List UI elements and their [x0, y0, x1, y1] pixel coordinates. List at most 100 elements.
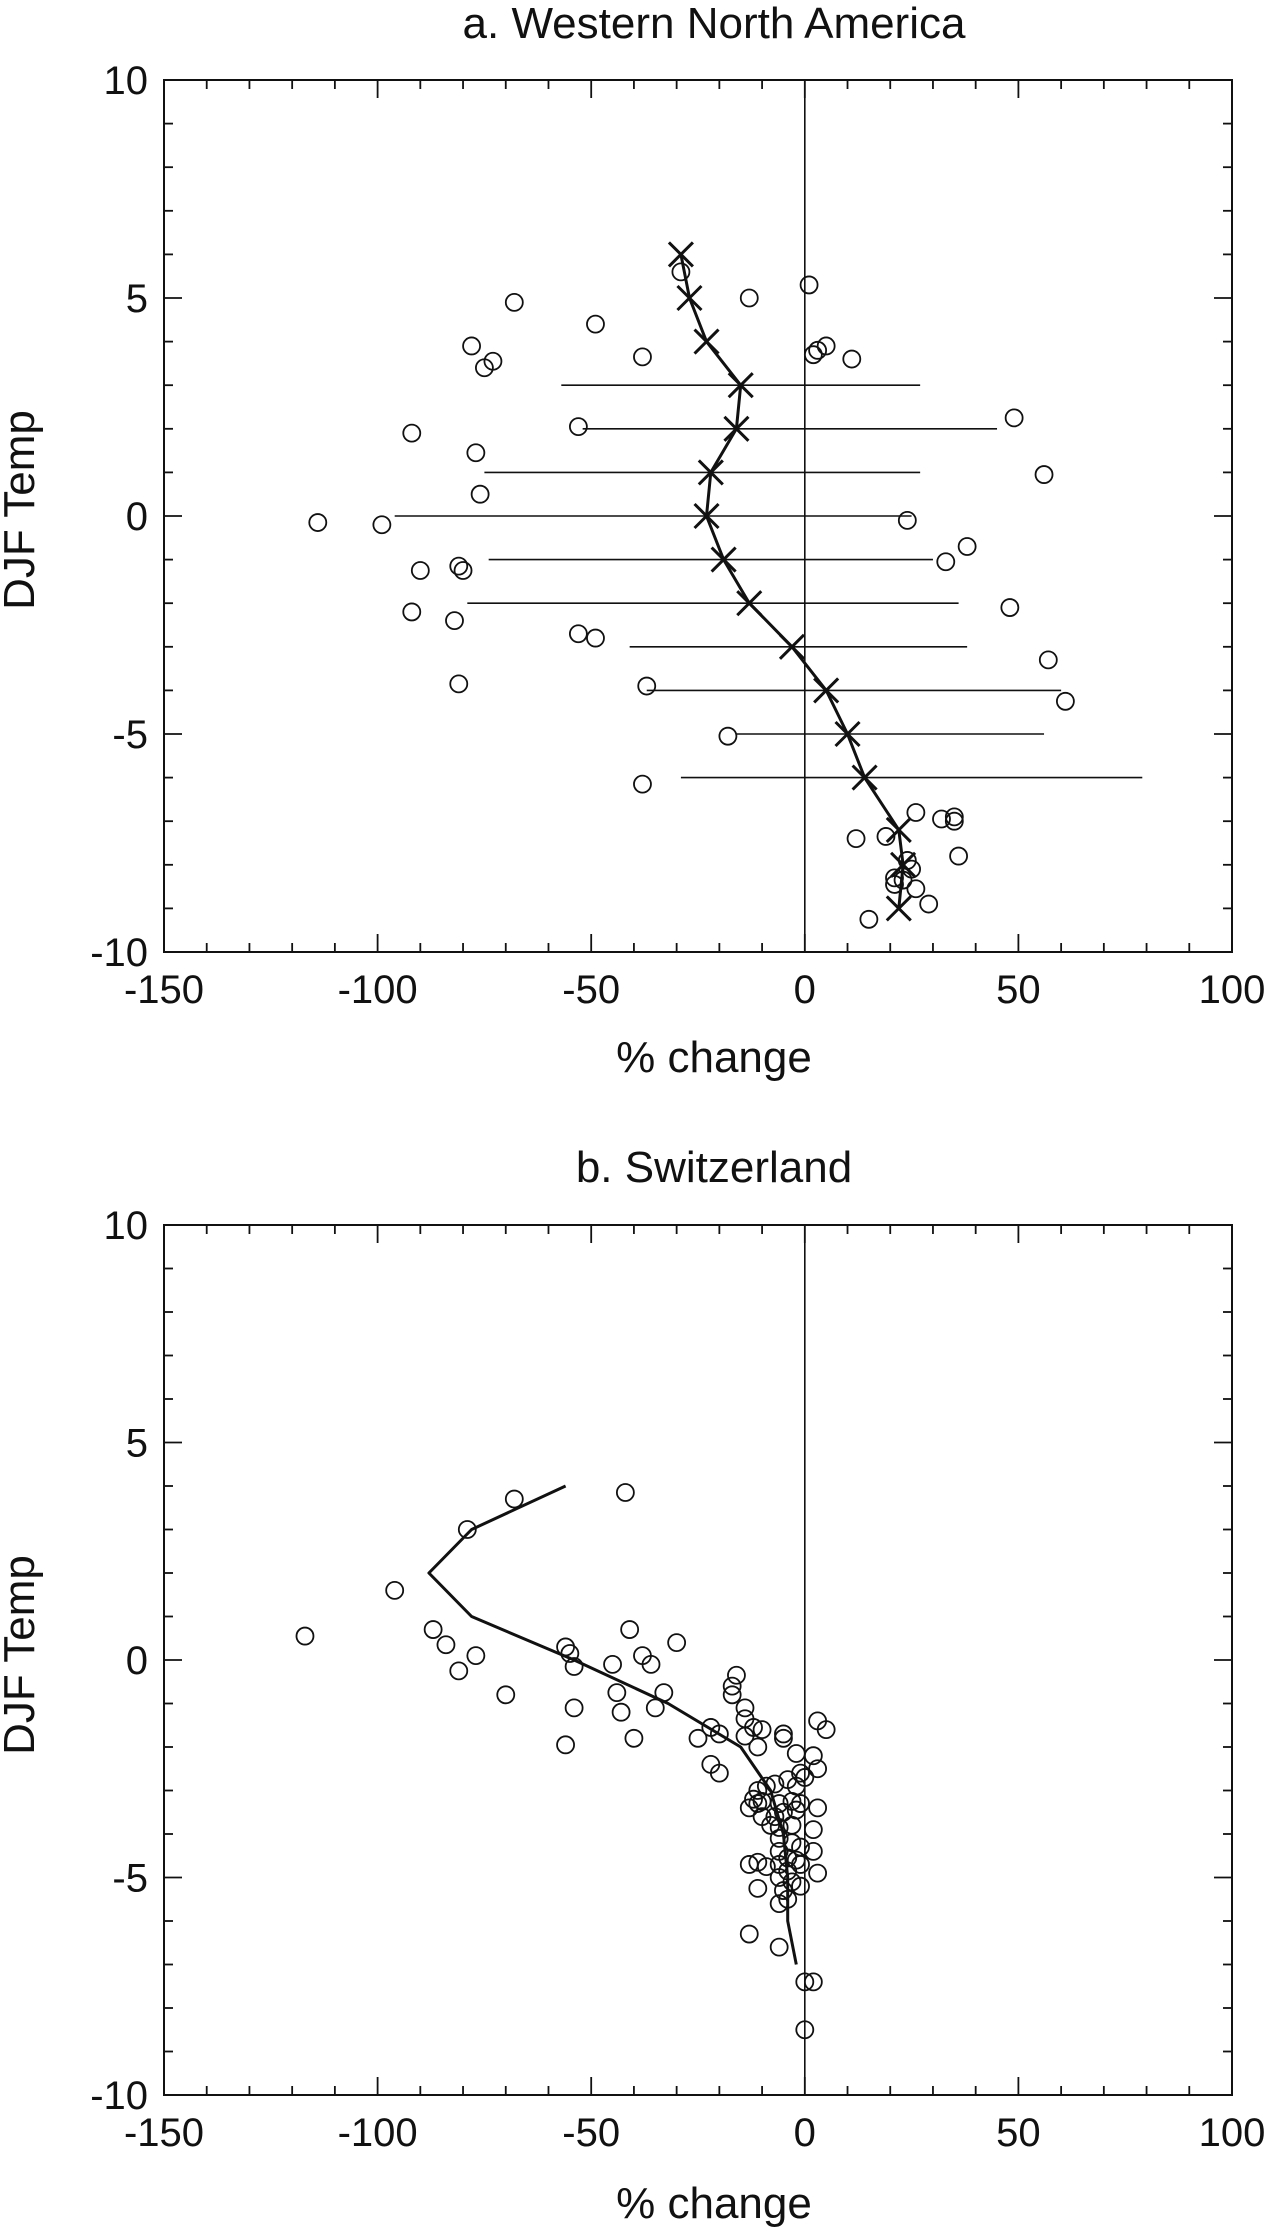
x-tick-label: -100 — [338, 2111, 418, 2155]
x-marker — [697, 459, 724, 486]
data-point — [752, 1720, 772, 1739]
data-point — [615, 1483, 635, 1502]
x-marker — [889, 851, 917, 878]
x-tick-label: 50 — [996, 968, 1041, 1012]
data-point — [816, 336, 836, 356]
x-marker — [778, 633, 806, 660]
data-point — [402, 423, 422, 443]
chart-title: b. Switzerland — [576, 1143, 852, 1192]
data-point — [718, 726, 738, 746]
chart-title: a. Western North America — [463, 0, 966, 48]
mean-line — [427, 1484, 798, 1965]
data-point — [504, 1489, 524, 1509]
y-tick-label: 5 — [126, 277, 148, 321]
data-point — [897, 510, 917, 530]
x-tick-labels: -150 -100 -50 0 50 100 — [124, 2111, 1265, 2155]
data-point — [722, 1685, 742, 1705]
data-point — [735, 1726, 755, 1746]
x-marker — [693, 502, 720, 530]
x-tick-label: 100 — [1199, 2111, 1266, 2155]
data-point — [449, 674, 469, 694]
x-tick-label: -100 — [338, 968, 418, 1012]
data-point — [748, 1781, 768, 1800]
x-axis-label: % change — [616, 1033, 812, 1082]
data-point — [449, 556, 469, 576]
data-point — [633, 774, 652, 794]
x-tick-labels: -150 -100 -50 0 50 100 — [124, 968, 1265, 1012]
data-point — [799, 275, 819, 295]
data-point — [436, 1635, 456, 1655]
data-point — [761, 1815, 781, 1835]
tick-marks — [163, 1224, 1233, 2096]
data-point — [727, 1665, 746, 1685]
panel-western-north-america: a. Western North America % change DJF Te… — [0, 0, 1265, 1082]
x-axis-label: % change — [616, 2179, 812, 2228]
y-tick-label: 10 — [104, 1204, 149, 1248]
data-point — [859, 909, 879, 929]
y-tick-label: 5 — [126, 1422, 148, 1466]
data-point — [803, 1746, 823, 1766]
x-marker — [710, 546, 737, 573]
data-point — [769, 1937, 789, 1957]
plot-frame — [163, 1224, 1233, 2096]
y-tick-labels: 10 5 0 -5 -10 — [90, 1204, 148, 2118]
data-point — [816, 1720, 836, 1739]
data-point — [944, 811, 964, 831]
data-point — [795, 2020, 815, 2040]
y-tick-label: -5 — [112, 1857, 148, 1901]
data-point — [949, 846, 968, 866]
data-point — [803, 345, 823, 365]
x-marker — [885, 816, 912, 843]
data-point — [1000, 598, 1020, 617]
data-point — [586, 628, 605, 648]
data-point — [568, 624, 588, 644]
data-point — [709, 1724, 729, 1744]
x-tick-label: 0 — [794, 2111, 816, 2155]
x-tick-label: 100 — [1199, 968, 1266, 1012]
mean-line — [679, 254, 905, 909]
data-point — [474, 358, 494, 378]
data-point — [885, 875, 904, 894]
data-point — [735, 1698, 755, 1718]
data-point — [1034, 465, 1054, 484]
data-point — [803, 1842, 823, 1861]
data-point — [449, 1661, 469, 1681]
data-point — [402, 602, 422, 622]
data-point — [739, 1798, 759, 1818]
data-point — [688, 1728, 708, 1748]
x-tick-label: 50 — [996, 2111, 1041, 2155]
data-point — [932, 809, 951, 829]
data-point — [462, 336, 481, 356]
data-point — [470, 484, 490, 504]
data-point — [1055, 691, 1075, 711]
data-point — [748, 1737, 768, 1757]
data-point — [803, 1820, 823, 1840]
data-point — [603, 1654, 622, 1674]
data-point — [372, 515, 392, 535]
panel-switzerland: b. Switzerland % change DJF Temp -150 -10… — [0, 1143, 1265, 2228]
data-point — [774, 1724, 793, 1744]
x-tick-label: -50 — [562, 2111, 620, 2155]
data-point — [739, 1924, 759, 1944]
data-point — [607, 1683, 627, 1703]
data-point — [564, 1698, 584, 1718]
x-marker — [723, 415, 750, 442]
data-point — [846, 829, 866, 849]
data-point — [936, 552, 956, 572]
data-point — [944, 807, 964, 827]
data-point — [423, 1620, 443, 1639]
data-point — [791, 1855, 810, 1874]
y-tick-label: -10 — [90, 2074, 148, 2118]
data-point — [842, 349, 862, 369]
data-point — [756, 1857, 776, 1877]
y-tick-label: -10 — [90, 931, 148, 975]
data-point — [466, 1646, 486, 1666]
x-marker — [736, 590, 763, 617]
data-point — [808, 1759, 828, 1779]
data-point — [624, 1728, 644, 1748]
x-marker — [667, 241, 694, 268]
data-point — [667, 1633, 687, 1652]
data-point — [739, 288, 759, 308]
y-tick-label: 0 — [126, 495, 148, 539]
